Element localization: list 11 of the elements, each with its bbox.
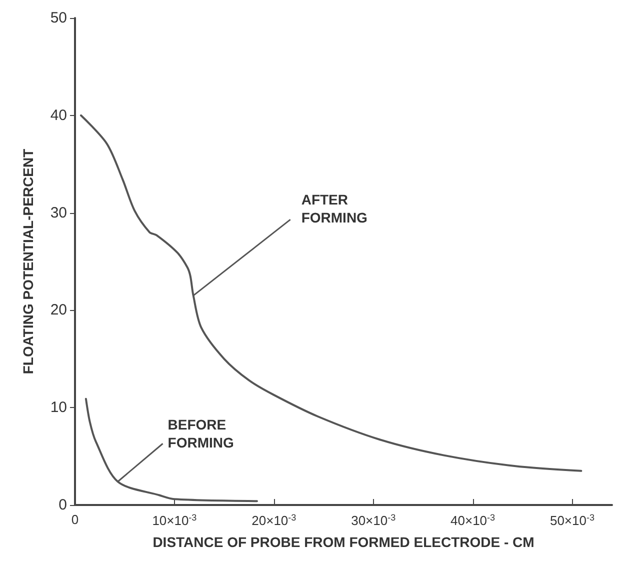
- x-tick-label: 0: [71, 512, 79, 527]
- y-axis-title: FLOATING POTENTIAL-PERCENT: [20, 148, 36, 374]
- annotation: AFTER FORMING: [301, 192, 368, 226]
- y-tick-label: 0: [58, 496, 67, 514]
- y-tick-label: 50: [50, 10, 67, 26]
- y-tick-label: 20: [50, 302, 67, 319]
- x-axis-title: DISTANCE OF PROBE FROM FORMED ELECTRODE - CM: [152, 534, 534, 550]
- y-tick-label: 40: [50, 106, 67, 124]
- annotation: BEFORE FORMING: [168, 416, 234, 451]
- y-tick-label: 30: [50, 204, 67, 222]
- y-tick-label: 10: [50, 399, 67, 416]
